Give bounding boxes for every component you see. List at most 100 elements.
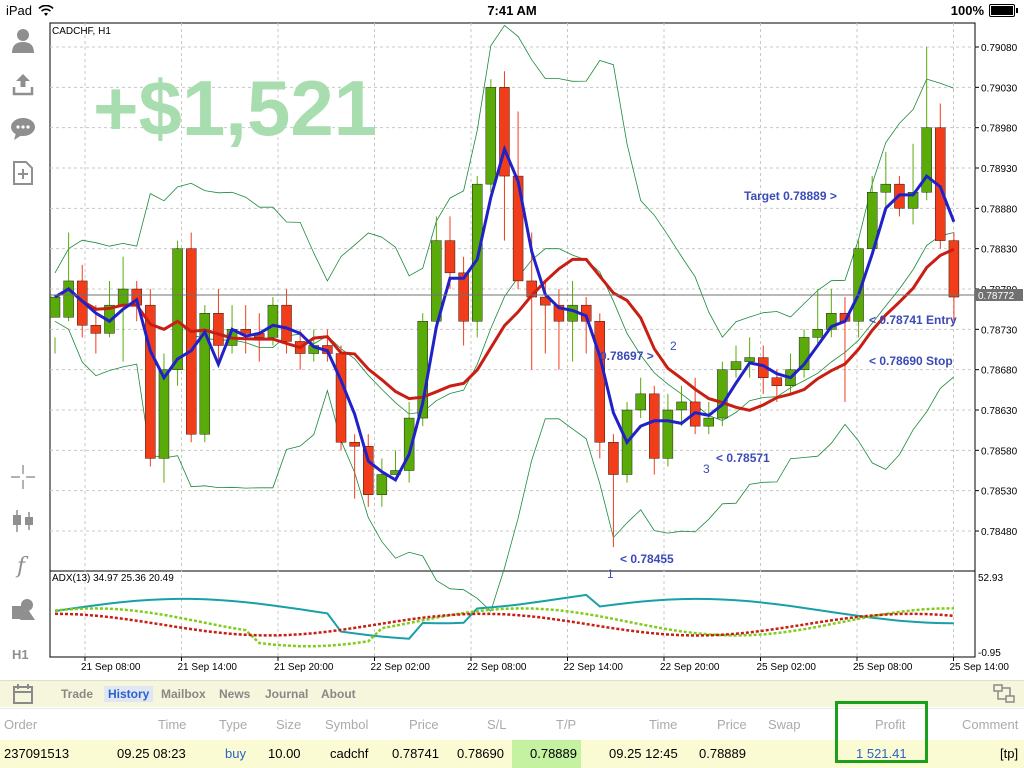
export-icon[interactable] bbox=[8, 69, 38, 99]
candle-body bbox=[744, 357, 755, 362]
tab-mailbox[interactable]: Mailbox bbox=[161, 687, 206, 701]
candle-body bbox=[649, 393, 660, 459]
col-sl: S/L bbox=[487, 717, 507, 732]
lower-band bbox=[54, 320, 955, 612]
time-tick-label: 21 Sep 08:00 bbox=[81, 662, 141, 673]
candle-body bbox=[499, 87, 510, 177]
calendar-icon[interactable] bbox=[12, 683, 34, 705]
open-price: 0.78741 bbox=[392, 746, 439, 761]
profit-value: 1 521.41 bbox=[856, 746, 907, 761]
minus-di-line bbox=[54, 612, 955, 637]
candle-body bbox=[703, 417, 714, 427]
wifi-icon bbox=[38, 4, 54, 16]
point-2-label: 2 bbox=[670, 339, 677, 353]
price-tick-label: 0.78580 bbox=[981, 446, 1018, 457]
new-order-icon[interactable] bbox=[8, 158, 38, 188]
time-tick-label: 25 Sep 08:00 bbox=[853, 662, 913, 673]
candle-body bbox=[771, 377, 783, 387]
entry-annotation: < 0.78741 Entry bbox=[869, 313, 957, 327]
device-name: iPad bbox=[6, 3, 33, 18]
open-time: 09.25 08:23 bbox=[117, 746, 186, 761]
profit-overlay: +$1,521 bbox=[93, 64, 377, 152]
col-size: Size bbox=[276, 717, 302, 732]
price-tick-label: 0.78630 bbox=[981, 406, 1018, 417]
candle-body bbox=[281, 304, 292, 342]
indicator-label: ADX(13) 34.97 25.36 20.49 bbox=[52, 573, 174, 584]
upper-band bbox=[54, 24, 955, 338]
account-icon[interactable] bbox=[8, 25, 38, 55]
history-row[interactable]: 237091513 09.25 08:23 buy 10.00 cadchf 0… bbox=[0, 740, 1024, 768]
time-tick-label: 22 Sep 20:00 bbox=[660, 662, 720, 673]
low-annotation: < 0.78455 bbox=[620, 552, 674, 566]
candle-body bbox=[349, 442, 360, 447]
tab-journal[interactable]: Journal bbox=[265, 687, 309, 701]
candle-body bbox=[608, 442, 619, 475]
candle-body bbox=[730, 361, 742, 370]
price-tick-label: 0.78730 bbox=[981, 325, 1018, 336]
close-price: 0.78889 bbox=[699, 746, 746, 761]
candle-body bbox=[798, 337, 810, 370]
tab-history[interactable]: History bbox=[104, 686, 154, 702]
time-tick-label: 22 Sep 08:00 bbox=[467, 662, 527, 673]
candle-body bbox=[199, 313, 211, 435]
profit-highlight-box bbox=[835, 701, 928, 763]
battery-icon bbox=[989, 4, 1015, 17]
fast-ma-line bbox=[54, 144, 956, 482]
stop-annotation: < 0.78690 Stop bbox=[869, 354, 953, 368]
objects-icon[interactable] bbox=[8, 594, 38, 624]
time-tick-label: 22 Sep 02:00 bbox=[371, 662, 431, 673]
price-tick-label: 0.78930 bbox=[981, 164, 1018, 175]
adx-line bbox=[54, 593, 954, 640]
chat-icon[interactable] bbox=[8, 114, 38, 144]
order-size: 10.00 bbox=[268, 746, 301, 761]
candlestick-icon[interactable] bbox=[8, 506, 38, 536]
col-time: Time bbox=[158, 717, 187, 732]
status-left: iPad bbox=[6, 3, 54, 18]
point-1-label: 1 bbox=[607, 567, 614, 581]
tp-highlight bbox=[512, 740, 581, 768]
candle-body bbox=[403, 417, 415, 471]
price-tick-label: 0.78480 bbox=[981, 527, 1018, 538]
candle-body bbox=[63, 280, 74, 318]
time-tick-label: 25 Sep 14:00 bbox=[950, 662, 1010, 673]
timeframe-icon[interactable]: H1 bbox=[8, 638, 38, 668]
status-right: 100% bbox=[951, 3, 1018, 18]
price-tick-label: 0.79080 bbox=[981, 43, 1018, 54]
candle-body bbox=[145, 304, 156, 459]
price-tick-label: 0.79030 bbox=[981, 83, 1018, 94]
candle-body bbox=[363, 446, 374, 495]
tab-about[interactable]: About bbox=[321, 687, 356, 701]
candle-body bbox=[335, 353, 347, 443]
candle-body bbox=[90, 325, 102, 334]
candle-body bbox=[880, 183, 892, 193]
moving-averages bbox=[54, 144, 956, 482]
order-symbol: cadchf bbox=[330, 746, 369, 761]
price-tick-label: 0.78980 bbox=[981, 124, 1018, 135]
tab-news[interactable]: News bbox=[219, 687, 251, 701]
swing-high-annotation: 0.78697 > bbox=[600, 349, 654, 363]
grid bbox=[50, 23, 979, 661]
indicators-icon[interactable]: f bbox=[8, 550, 38, 580]
candle-body bbox=[717, 369, 728, 419]
tab-trade[interactable]: Trade bbox=[61, 687, 94, 701]
candle-body bbox=[948, 240, 960, 298]
candle-body bbox=[172, 248, 183, 370]
col-profit: Profit bbox=[875, 717, 906, 732]
adx-indicator bbox=[54, 593, 955, 648]
col-type: Type bbox=[219, 717, 248, 732]
time-tick-label: 25 Sep 02:00 bbox=[757, 662, 817, 673]
price-tick-label: 0.78830 bbox=[981, 245, 1018, 256]
candle-body bbox=[662, 409, 674, 459]
current-price-label: 0.78772 bbox=[978, 291, 1015, 302]
close-time: 09.25 12:45 bbox=[609, 746, 678, 761]
candle-body bbox=[458, 272, 469, 322]
candle-body bbox=[867, 191, 878, 249]
candle-body bbox=[213, 313, 224, 346]
candle-body bbox=[240, 329, 251, 334]
crosshair-icon[interactable] bbox=[8, 462, 38, 492]
indicator-upper-label: 52.93 bbox=[978, 573, 1003, 584]
layout-icon[interactable] bbox=[993, 684, 1015, 704]
candle-body bbox=[635, 393, 646, 411]
candle-body bbox=[49, 296, 61, 318]
price-chart[interactable]: +$1,521 0.79080 0.79030 0.78980 0.78930 0.78… bbox=[0, 0, 1024, 680]
